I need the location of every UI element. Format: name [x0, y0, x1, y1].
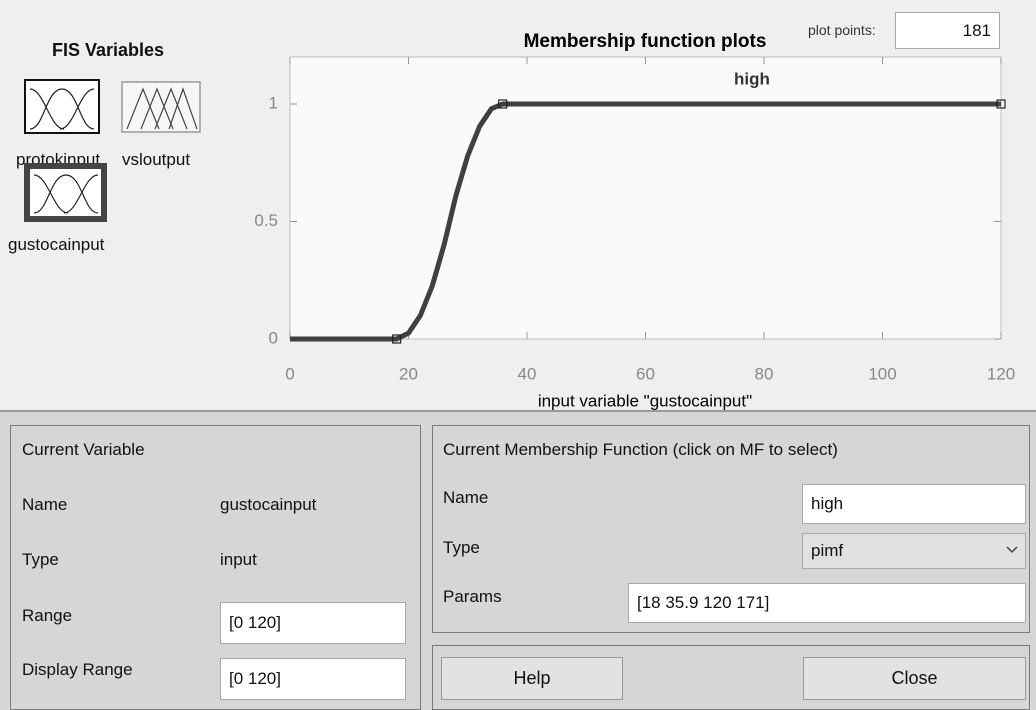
field-label: Display Range	[22, 660, 133, 679]
variable-icon-selected[interactable]	[24, 163, 108, 223]
variable-label: gustocainput	[8, 235, 105, 254]
plot-points-input[interactable]: 181	[895, 12, 1000, 49]
x-tick-label: 40	[518, 364, 537, 383]
variable-icon[interactable]	[24, 79, 102, 135]
mf-point	[498, 99, 508, 109]
mf-name-input[interactable]: high	[802, 484, 1026, 524]
plot-points-label: plot points:	[808, 22, 876, 38]
y-tick-label: 0.5	[254, 211, 278, 230]
y-tick-label: 1	[269, 93, 278, 112]
x-tick-label: 100	[868, 364, 896, 383]
field-value: input	[220, 550, 257, 569]
axes	[289, 56, 1002, 340]
variable-icon[interactable]	[121, 81, 203, 135]
mf-point	[392, 334, 402, 344]
x-axis-label: input variable "gustocainput"	[538, 391, 752, 410]
fis-title: FIS Variables	[52, 40, 165, 60]
x-tick-label: 60	[636, 364, 655, 383]
panel-title: Current Variable	[22, 440, 145, 459]
mf-point	[996, 99, 1006, 109]
x-tick-label: 80	[755, 364, 774, 383]
field-label: Name	[443, 488, 489, 507]
field-label: Range	[22, 606, 73, 625]
dropdown-arrow[interactable]	[1005, 545, 1019, 555]
chart-title: Membership function plots	[524, 31, 767, 52]
close-button[interactable]: Close	[803, 657, 1026, 700]
mf-curve	[290, 101, 1001, 342]
x-tick-label: 20	[399, 364, 418, 383]
field-label: Params	[443, 587, 502, 606]
y-tick-label: 0	[269, 328, 278, 347]
x-tick-label: 0	[285, 364, 294, 383]
field-label: Name	[22, 495, 68, 514]
mf-type-select[interactable]: pimf	[802, 533, 1026, 569]
mf-label[interactable]: high	[734, 69, 770, 88]
variable-label: vsloutput	[122, 150, 191, 169]
range-input[interactable]: [0 120]	[220, 602, 406, 644]
field-label: Type	[443, 538, 480, 557]
field-label: Type	[22, 550, 59, 569]
params-input[interactable]: [18 35.9 120 171]	[628, 583, 1026, 623]
panel-title: Current Membership Function (click on MF…	[443, 440, 838, 459]
help-button[interactable]: Help	[441, 657, 623, 700]
field-value: gustocainput	[220, 495, 317, 514]
chart: Membership function plots high input var…	[254, 31, 1015, 410]
display-range-input[interactable]: [0 120]	[220, 658, 406, 700]
x-tick-label: 120	[987, 364, 1015, 383]
